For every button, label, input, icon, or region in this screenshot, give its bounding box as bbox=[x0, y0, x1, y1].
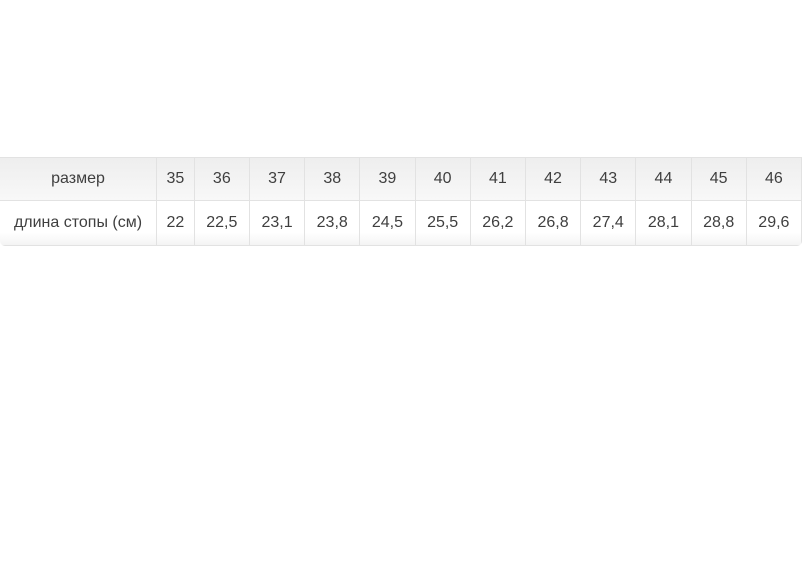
size-row: размер 35 36 37 38 39 40 41 42 43 44 45 46 bbox=[0, 157, 802, 200]
size-cell: 39 bbox=[360, 157, 416, 200]
foot-length-cell: 29,6 bbox=[746, 200, 802, 246]
foot-length-cell: 26,2 bbox=[470, 200, 526, 246]
size-chart-table: размер 35 36 37 38 39 40 41 42 43 44 45 46 длина ст… bbox=[0, 157, 802, 246]
foot-length-row-label: длина стопы (см) bbox=[0, 200, 157, 246]
size-cell: 44 bbox=[636, 157, 692, 200]
foot-length-cell: 28,8 bbox=[691, 200, 747, 246]
foot-length-cell: 27,4 bbox=[581, 200, 637, 246]
foot-length-cell: 23,8 bbox=[305, 200, 361, 246]
size-chart: размер 35 36 37 38 39 40 41 42 43 44 45 46 длина ст… bbox=[0, 157, 802, 246]
foot-length-cell: 22,5 bbox=[194, 200, 250, 246]
foot-length-row: длина стопы (см) 22 22,5 23,1 23,8 24,5 25,5 2… bbox=[0, 200, 802, 246]
size-cell: 38 bbox=[305, 157, 361, 200]
size-cell: 41 bbox=[470, 157, 526, 200]
foot-length-cell: 23,1 bbox=[249, 200, 306, 246]
foot-length-cell: 28,1 bbox=[636, 200, 692, 246]
foot-length-cell: 24,5 bbox=[360, 200, 416, 246]
size-cell: 40 bbox=[415, 157, 471, 200]
foot-length-cell: 22 bbox=[157, 200, 195, 246]
size-cell: 37 bbox=[249, 157, 306, 200]
page: размер 35 36 37 38 39 40 41 42 43 44 45 46 длина ст… bbox=[0, 157, 809, 246]
size-cell: 45 bbox=[691, 157, 747, 200]
foot-length-cell: 25,5 bbox=[415, 200, 471, 246]
size-cell: 36 bbox=[194, 157, 250, 200]
size-cell: 42 bbox=[525, 157, 582, 200]
size-row-label: размер bbox=[0, 157, 157, 200]
size-cell: 35 bbox=[157, 157, 195, 200]
size-cell: 46 bbox=[746, 157, 802, 200]
size-cell: 43 bbox=[581, 157, 637, 200]
foot-length-cell: 26,8 bbox=[525, 200, 582, 246]
